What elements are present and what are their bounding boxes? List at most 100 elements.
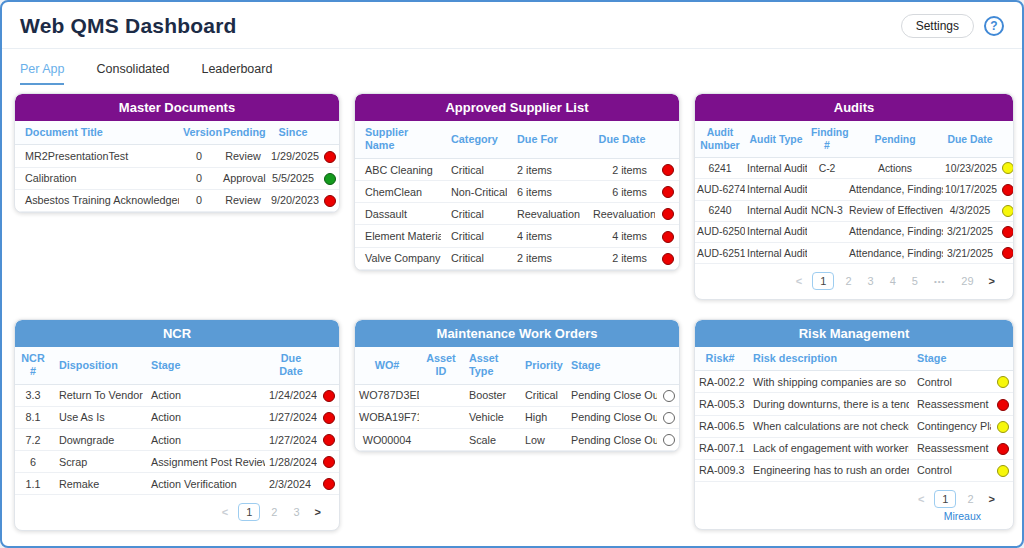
- table-row[interactable]: 6240Internal AuditNCN-3Review of Effecti…: [695, 200, 1014, 221]
- table-row[interactable]: RA-006.5When calculations are not checke…: [695, 415, 1014, 437]
- table-cell: [419, 429, 463, 451]
- column-header: Supplier Name: [355, 121, 441, 158]
- table-row[interactable]: 3.3Return To VendorAction1/24/2024: [15, 384, 340, 406]
- column-header: Audit Type: [745, 121, 807, 158]
- status-cell: [317, 384, 340, 406]
- pagination-page-4[interactable]: 4: [885, 273, 901, 289]
- table-cell: Remake: [51, 473, 143, 495]
- pagination-page-2[interactable]: 2: [962, 491, 978, 507]
- table-cell: Assignment Post Review: [143, 451, 265, 473]
- table-row[interactable]: DassaultCriticalReevaluationReevaluation: [355, 203, 680, 225]
- status-cell: [657, 429, 680, 451]
- pagination-page-29[interactable]: 29: [956, 273, 978, 289]
- column-header: Stage: [565, 347, 657, 384]
- table-row[interactable]: 6241Internal AuditC-2Actions10/23/2025: [695, 158, 1014, 179]
- table-row[interactable]: RA-007.1Lack of engagement with workers.…: [695, 437, 1014, 459]
- table-cell: Control: [909, 371, 991, 393]
- table-row[interactable]: RA-009.3Engineering has to rush an order…: [695, 459, 1014, 481]
- status-red-indicator-icon: [323, 390, 335, 402]
- table-row[interactable]: 6ScrapAssignment Post Review1/28/2024: [15, 451, 340, 473]
- status-red-indicator-icon: [323, 478, 335, 490]
- table-row[interactable]: ABC CleaningCritical2 items2 items: [355, 158, 680, 180]
- table-row[interactable]: RA-005.3During downturns, there is a ten…: [695, 393, 1014, 415]
- tab-consolidated[interactable]: Consolidated: [96, 62, 169, 85]
- tab-per-app[interactable]: Per App: [20, 62, 64, 85]
- table-row[interactable]: 1.1RemakeAction Verification2/3/2024: [15, 473, 340, 495]
- pagination-next-icon[interactable]: >: [985, 491, 999, 507]
- table-cell: AUD-6274: [695, 179, 745, 200]
- table-cell: [807, 179, 847, 200]
- status-cell: [997, 179, 1014, 200]
- table-cell: ABC Cleaning: [355, 158, 441, 180]
- master-documents-panel: Master Documents Document TitleVersionPe…: [14, 93, 340, 213]
- table-row[interactable]: ChemCleanNon-Critical6 items6 items: [355, 181, 680, 203]
- table-row[interactable]: Element MaterialsCritical4 items4 items: [355, 225, 680, 247]
- page-title: Web QMS Dashboard: [20, 14, 237, 38]
- status-column-header: [657, 347, 680, 384]
- ncr-pagination: <123 >: [15, 495, 339, 530]
- table-cell: 6: [15, 451, 51, 473]
- table-cell: During downturns, there is a tendency to…: [745, 393, 909, 415]
- table-header-row: NCR #DispositionStageDue Date: [15, 347, 340, 384]
- status-red-indicator-icon: [323, 434, 335, 446]
- pagination-page-1[interactable]: 1: [934, 490, 956, 508]
- pagination-page-2[interactable]: 2: [266, 504, 282, 520]
- status-yellow-indicator-icon: [997, 465, 1009, 477]
- status-cell: [997, 158, 1014, 179]
- table-row[interactable]: AUD-6251Internal AuditAttendance, Findin…: [695, 243, 1014, 264]
- column-header: Priority: [519, 347, 565, 384]
- pagination-page-2[interactable]: 2: [840, 273, 856, 289]
- pagination-next-icon[interactable]: >: [311, 504, 325, 520]
- status-cell: [657, 384, 680, 406]
- mireaux-link[interactable]: Mireaux: [695, 510, 1013, 529]
- table-cell: 10/23/2025: [943, 158, 997, 179]
- table-row[interactable]: RA-002.2With shipping companies are so b…: [695, 371, 1014, 393]
- pagination-page-1[interactable]: 1: [812, 272, 834, 290]
- table-cell: Vehicle: [463, 406, 519, 428]
- table-cell: 0: [179, 189, 219, 211]
- status-column-header: [991, 347, 1014, 371]
- table-row[interactable]: MR2PresentationTest0Review1/29/2025: [15, 145, 340, 167]
- table-cell: RA-006.5: [695, 415, 745, 437]
- pagination-page-1[interactable]: 1: [238, 503, 260, 521]
- status-cell: [317, 429, 340, 451]
- pagination-page-5[interactable]: 5: [907, 273, 923, 289]
- table-cell: Control: [909, 459, 991, 481]
- status-red-indicator-icon: [662, 186, 674, 198]
- table-row[interactable]: 8.1Use As IsAction1/27/2024: [15, 406, 340, 428]
- table-row[interactable]: WOBA19F71VehicleHighPending Close Out: [355, 406, 680, 428]
- pagination-next-icon[interactable]: >: [985, 273, 999, 289]
- table-row[interactable]: WO787D3EDBoosterCriticalPending Close Ou…: [355, 384, 680, 406]
- status-cell: [991, 459, 1014, 481]
- table-row[interactable]: Calibration0Approval5/5/2025: [15, 167, 340, 189]
- pagination-prev-icon[interactable]: <: [792, 273, 806, 289]
- status-yellow-indicator-icon: [1002, 205, 1014, 217]
- table-row[interactable]: Asbestos Training Acknowledgement0Review…: [15, 189, 340, 211]
- risk-management-panel: Risk Management Risk#Risk descriptionSta…: [694, 319, 1014, 530]
- status-cell: [655, 247, 680, 269]
- column-header: Due For: [507, 121, 589, 158]
- table-row[interactable]: 7.2DowngradeAction1/27/2024: [15, 429, 340, 451]
- table-row[interactable]: AUD-6274Internal AuditAttendance, Findin…: [695, 179, 1014, 200]
- table-cell: 4 items: [589, 225, 655, 247]
- column-header: Asset Type: [463, 347, 519, 384]
- table-cell: Contingency Plan: [909, 415, 991, 437]
- pagination-page-3[interactable]: 3: [288, 504, 304, 520]
- status-cell: [319, 145, 340, 167]
- table-cell: Calibration: [15, 167, 179, 189]
- settings-button[interactable]: Settings: [901, 14, 974, 38]
- pagination-prev-icon[interactable]: <: [218, 504, 232, 520]
- table-header-row: WO#Asset IDAsset TypePriorityStage: [355, 347, 680, 384]
- tab-leaderboard[interactable]: Leaderboard: [201, 62, 272, 85]
- table-row[interactable]: WO00004ScaleLowPending Close Out: [355, 429, 680, 451]
- status-red-indicator-icon: [323, 412, 335, 424]
- pagination-prev-icon[interactable]: <: [914, 491, 928, 507]
- help-icon[interactable]: ?: [984, 16, 1004, 36]
- table-header-row: Risk#Risk descriptionStage: [695, 347, 1014, 371]
- approved-supplier-list-panel: Approved Supplier List Supplier NameCate…: [354, 93, 680, 271]
- pagination-ellipsis: •••: [929, 275, 950, 288]
- pagination-page-3[interactable]: 3: [863, 273, 879, 289]
- table-cell: Attendance, Findings: [847, 221, 943, 242]
- table-row[interactable]: AUD-6250Internal AuditAttendance, Findin…: [695, 221, 1014, 242]
- table-row[interactable]: Valve CompanyCritical2 items2 items: [355, 247, 680, 269]
